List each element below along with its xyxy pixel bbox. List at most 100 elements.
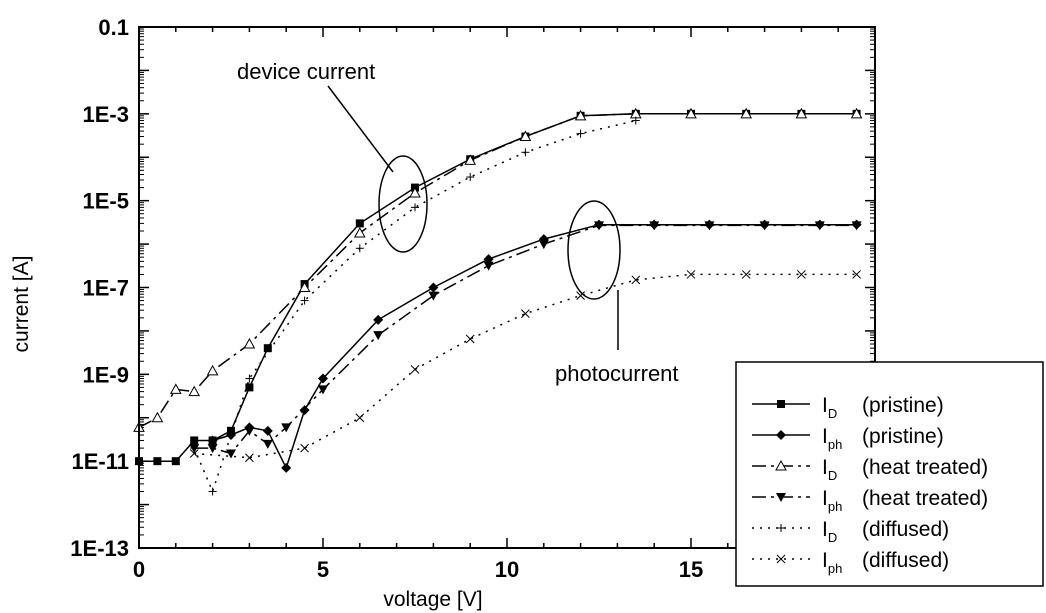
marker-triangle-down xyxy=(428,291,439,301)
x-axis-label: voltage [V] xyxy=(383,588,482,611)
marker-triangle xyxy=(243,337,256,349)
marker-triangle-down xyxy=(704,221,715,231)
marker-diamond xyxy=(281,462,292,473)
annotation-device-current-label: device current xyxy=(237,59,375,84)
marker-triangle-down xyxy=(207,444,218,454)
marker-square xyxy=(245,383,254,392)
legend-entry: Iph (heat treated) xyxy=(752,487,988,514)
marker-triangle xyxy=(298,281,311,292)
marker-x xyxy=(245,453,254,463)
marker-square xyxy=(190,436,199,445)
y-tick-label: 1E-9 xyxy=(83,362,129,387)
marker-plus xyxy=(576,129,585,138)
marker-triangle-down xyxy=(373,331,384,341)
marker-x-b xyxy=(465,334,475,344)
marker-x xyxy=(355,413,365,423)
y-tick-label: 1E-11 xyxy=(72,449,130,474)
marker-x xyxy=(521,309,530,318)
series-line-3 xyxy=(194,224,857,455)
marker-triangle-down xyxy=(594,221,604,231)
marker-x-b xyxy=(245,453,254,463)
legend-entry: Iph (diffused) xyxy=(752,549,949,576)
marker-square xyxy=(777,400,785,408)
marker-triangle xyxy=(685,107,697,119)
marker-x-b xyxy=(776,554,786,564)
annotation-device-current: device current xyxy=(237,59,428,253)
y-tick-label: 1E-5 xyxy=(83,189,129,214)
marker-triangle-down xyxy=(244,426,255,436)
marker-x-b xyxy=(410,365,420,374)
y-tick-label: 1E-3 xyxy=(83,102,129,127)
marker-x-b xyxy=(521,309,530,318)
legend-label: ID (heat treated) xyxy=(822,456,988,483)
legend-label: Iph (pristine) xyxy=(822,425,944,452)
y-tick-label: 0.1 xyxy=(98,15,129,40)
annotation-device-current-leader xyxy=(327,85,394,173)
x-tick-label: 0 xyxy=(133,557,145,582)
marker-x xyxy=(300,443,309,453)
y-tick-label: 1E-13 xyxy=(70,536,129,561)
annotation-device-current-ellipse xyxy=(378,155,428,253)
marker-diamond xyxy=(318,373,328,384)
marker-x xyxy=(797,270,806,279)
marker-triangle xyxy=(353,226,366,238)
marker-triangle xyxy=(850,107,863,119)
marker-plus xyxy=(521,148,530,157)
legend-box xyxy=(735,361,1044,587)
plot-markers xyxy=(133,107,863,496)
marker-triangle-down xyxy=(776,493,786,502)
legend-entry: ID (heat treated) xyxy=(752,456,988,483)
legend-entry: ID (pristine) xyxy=(752,394,944,421)
marker-diamond xyxy=(262,425,273,436)
marker-diamond xyxy=(373,314,384,325)
marker-x-b xyxy=(852,270,861,279)
marker-triangle xyxy=(740,107,753,119)
marker-x-b xyxy=(797,270,806,279)
marker-triangle xyxy=(795,107,808,119)
marker-x xyxy=(686,270,696,279)
marker-x-b xyxy=(631,275,641,285)
x-tick-label: 5 xyxy=(317,557,329,582)
marker-triangle xyxy=(206,364,219,376)
legend-entry: Iph (pristine) xyxy=(752,425,944,452)
marker-x xyxy=(189,449,199,458)
marker-plus xyxy=(208,487,217,496)
marker-triangle-down xyxy=(226,449,236,459)
legend-label: ID (diffused) xyxy=(822,518,949,545)
marker-triangle xyxy=(775,459,787,471)
marker-square xyxy=(263,344,272,353)
marker-plus xyxy=(245,374,254,383)
marker-triangle xyxy=(464,154,477,165)
marker-x xyxy=(576,291,585,300)
marker-diamond xyxy=(776,430,786,440)
legend-label: Iph (heat treated) xyxy=(822,487,988,514)
marker-square xyxy=(171,457,180,466)
marker-plus xyxy=(300,296,309,305)
marker-triangle-down xyxy=(281,423,292,433)
marker-square xyxy=(153,457,162,466)
marker-plus xyxy=(411,203,419,212)
legend: ID (pristine) Iph (pristine) ID (heat treated… xyxy=(735,361,1044,587)
x-tick-label: 15 xyxy=(679,557,703,582)
marker-x xyxy=(631,275,641,285)
marker-plus xyxy=(777,524,785,532)
y-axis-label: current [A] xyxy=(10,256,33,353)
marker-diamond xyxy=(428,282,439,293)
annotation-photocurrent-ellipse xyxy=(567,200,621,300)
marker-triangle-down xyxy=(814,221,825,231)
y-tick-label: 1E-7 xyxy=(83,276,129,301)
marker-triangle xyxy=(574,109,587,121)
legend-label: ID (pristine) xyxy=(822,394,944,421)
marker-plus xyxy=(466,173,475,182)
marker-plus xyxy=(355,244,364,253)
series-line-4 xyxy=(193,119,636,494)
marker-triangle-down xyxy=(649,221,660,231)
legend-label: Iph (diffused) xyxy=(822,549,949,576)
legend-entry: ID (diffused) xyxy=(752,518,949,545)
marker-triangle xyxy=(169,383,182,394)
marker-x-b xyxy=(686,270,696,279)
marker-x xyxy=(410,365,420,374)
marker-x xyxy=(465,334,475,344)
marker-triangle xyxy=(519,130,532,142)
